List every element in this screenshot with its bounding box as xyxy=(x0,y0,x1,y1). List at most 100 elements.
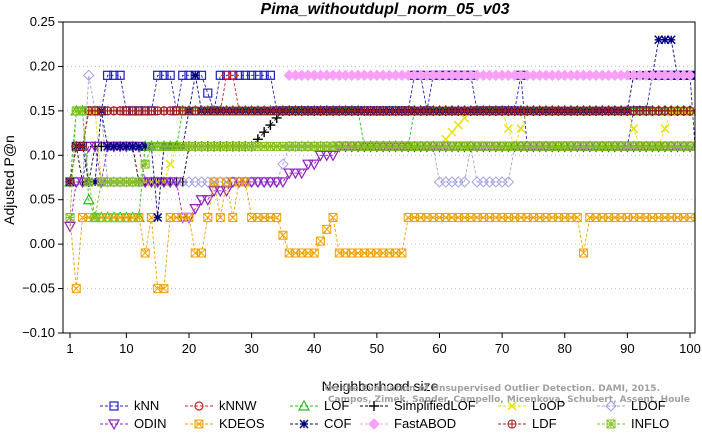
point-cof xyxy=(654,35,664,45)
point-kdeos xyxy=(316,236,326,246)
point-loop xyxy=(453,120,463,130)
y-tick-label: 0.10 xyxy=(30,147,55,162)
point-odin xyxy=(320,150,333,162)
point-inflo xyxy=(90,212,100,222)
point-knn xyxy=(109,70,119,80)
point-kdeos xyxy=(215,212,225,222)
x-tick-label: 80 xyxy=(558,341,572,356)
point-kdeos xyxy=(203,212,213,222)
point-ldf xyxy=(77,141,88,151)
y-tick-label: 0.15 xyxy=(30,103,55,118)
point-odin xyxy=(63,221,77,233)
point-odin xyxy=(195,195,208,206)
point-odin xyxy=(151,177,164,189)
x-tick-label: 20 xyxy=(182,341,196,356)
point-ldf xyxy=(65,177,75,187)
legend-label: KDEOS xyxy=(219,416,265,431)
legend-item-simplifiedlof: SimplifiedLOF xyxy=(360,398,476,413)
watermark-line-2: Campos, Zimek, Sander, Campello, Micenko… xyxy=(328,395,690,405)
legend-item-inflo: INFLO xyxy=(597,416,669,431)
point-ldof xyxy=(433,176,446,188)
point-kdeos xyxy=(222,177,232,187)
legend-label: SimplifiedLOF xyxy=(394,398,476,413)
point-ldof xyxy=(83,69,95,82)
legend-marker xyxy=(606,419,616,429)
x-axis-label: Neighborhood size xyxy=(322,378,439,394)
y-tick-label: −0.10 xyxy=(22,325,55,340)
point-kdeos xyxy=(272,212,282,222)
legend-item-fastabod: FastABOD xyxy=(360,416,456,431)
point-kdeos xyxy=(134,212,144,222)
point-loop xyxy=(165,159,175,169)
point-knnw xyxy=(221,70,232,80)
point-cof xyxy=(90,177,100,187)
series-ldof xyxy=(64,69,696,188)
series-line-kdeos xyxy=(69,181,695,290)
point-cof xyxy=(115,141,125,151)
point-kdeos xyxy=(240,177,250,187)
legend-marker xyxy=(297,399,311,411)
plot-frame xyxy=(62,21,696,334)
legend-item-lof: LOF xyxy=(290,398,349,413)
series-lof xyxy=(63,104,697,223)
series-knnw xyxy=(65,70,695,187)
point-knn xyxy=(153,70,163,80)
legend-marker xyxy=(299,419,309,429)
point-lof xyxy=(82,193,95,205)
point-odin xyxy=(258,177,271,189)
point-cof xyxy=(666,35,676,45)
x-tick-label: 60 xyxy=(432,341,446,356)
legend-item-cof: COF xyxy=(290,416,352,431)
legend-label: LoOP xyxy=(532,398,565,413)
x-tick-label: 40 xyxy=(307,341,321,356)
point-loop xyxy=(503,124,513,134)
legend-label: FastABOD xyxy=(394,416,456,431)
point-simplifiedlof xyxy=(259,127,270,138)
y-tick-label: 0.25 xyxy=(30,14,55,29)
series-line-lof xyxy=(69,110,695,218)
point-odin xyxy=(201,195,214,206)
legend-item-knn: kNN xyxy=(100,398,159,413)
series-line-ldof xyxy=(70,75,695,183)
series-line-knnw xyxy=(69,74,695,182)
x-tick-label: 100 xyxy=(679,341,701,356)
point-knn xyxy=(247,70,257,80)
series-kdeos xyxy=(65,177,695,294)
point-odin xyxy=(308,159,321,171)
point-odin xyxy=(289,168,302,180)
chart-title: Pima_withoutdupl_norm_05_v03 xyxy=(261,1,510,18)
x-tick-label: 10 xyxy=(119,341,133,356)
point-kdeos xyxy=(209,177,219,187)
point-odin xyxy=(208,186,221,198)
point-odin xyxy=(327,150,340,162)
point-cof xyxy=(660,35,670,45)
legend-marker xyxy=(368,418,380,430)
point-cof xyxy=(190,70,200,80)
point-kdeos xyxy=(579,248,589,258)
legend-label: LDF xyxy=(532,416,557,431)
legend-marker xyxy=(194,401,204,411)
point-kdeos xyxy=(159,284,169,294)
point-odin xyxy=(276,177,289,189)
series-ldf xyxy=(65,106,695,187)
y-tick-label: 0.00 xyxy=(30,236,55,251)
point-odin xyxy=(170,177,183,189)
legend-item-knnw: kNNW xyxy=(185,398,257,413)
legend-marker xyxy=(369,401,379,411)
x-axis: 1 10 20 30 40 50 60 70 80 90 100 xyxy=(66,333,701,356)
point-knn xyxy=(203,88,213,98)
y-axis: −0.10 −0.05 0.00 0.05 0.10 0.15 0.20 0.25 xyxy=(22,14,63,340)
point-knn xyxy=(253,70,263,80)
x-tick-label: 1 xyxy=(66,341,73,356)
point-knn xyxy=(115,70,125,80)
legend-marker xyxy=(507,419,517,429)
point-ldof xyxy=(458,176,471,188)
point-cof xyxy=(134,141,144,151)
point-cof xyxy=(121,141,131,151)
legend-label: kNN xyxy=(134,398,159,413)
point-kdeos xyxy=(228,212,238,222)
y-axis-label: Adjusted P@n xyxy=(1,135,17,225)
point-odin xyxy=(189,204,202,215)
point-knn xyxy=(215,70,225,80)
